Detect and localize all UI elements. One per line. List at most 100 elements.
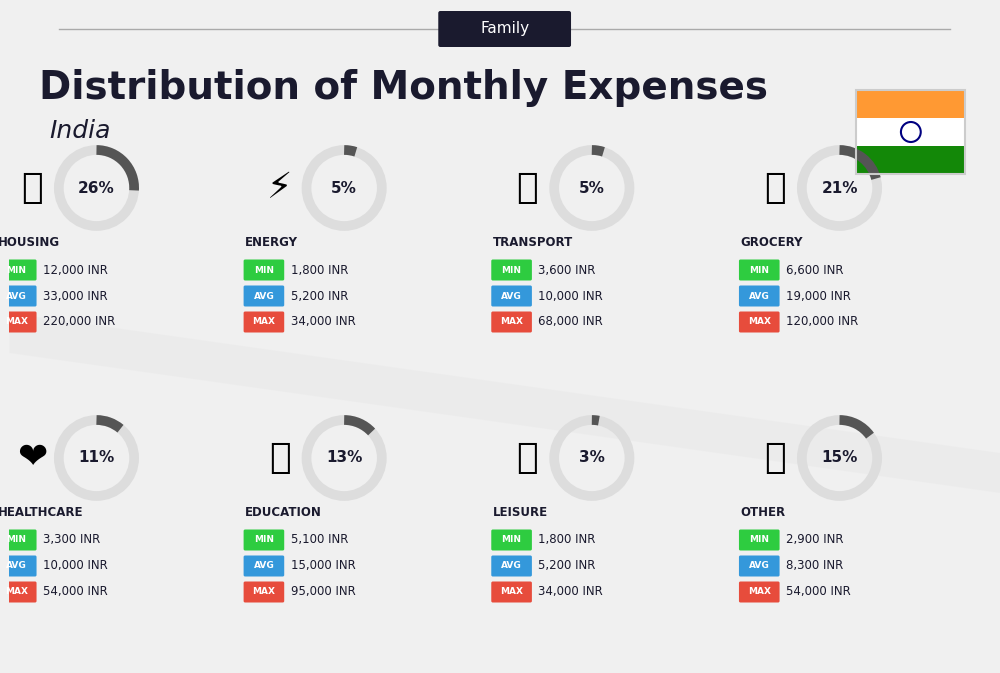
Text: India: India — [49, 119, 110, 143]
Text: 3%: 3% — [579, 450, 605, 466]
Text: 68,000 INR: 68,000 INR — [538, 316, 603, 328]
FancyBboxPatch shape — [491, 581, 532, 602]
Text: 19,000 INR: 19,000 INR — [786, 289, 851, 302]
Text: AVG: AVG — [749, 561, 770, 571]
FancyBboxPatch shape — [856, 146, 965, 174]
Text: OTHER: OTHER — [740, 506, 786, 519]
Text: 5%: 5% — [579, 180, 605, 195]
Text: MIN: MIN — [6, 536, 26, 544]
Text: 21%: 21% — [821, 180, 858, 195]
Text: MAX: MAX — [5, 318, 28, 326]
Text: 15,000 INR: 15,000 INR — [291, 559, 355, 573]
FancyBboxPatch shape — [244, 581, 284, 602]
Text: 54,000 INR: 54,000 INR — [43, 586, 108, 598]
Text: EDUCATION: EDUCATION — [245, 506, 322, 519]
Text: MIN: MIN — [502, 536, 522, 544]
Text: 3,600 INR: 3,600 INR — [538, 264, 596, 277]
FancyBboxPatch shape — [0, 260, 37, 281]
Text: MIN: MIN — [254, 266, 274, 275]
Text: Family: Family — [480, 22, 529, 36]
Text: 5%: 5% — [331, 180, 357, 195]
FancyBboxPatch shape — [739, 260, 780, 281]
Polygon shape — [9, 313, 1000, 493]
FancyBboxPatch shape — [739, 555, 780, 577]
Text: MIN: MIN — [749, 266, 769, 275]
Text: 34,000 INR: 34,000 INR — [538, 586, 603, 598]
FancyBboxPatch shape — [0, 312, 37, 332]
Text: 5,200 INR: 5,200 INR — [291, 289, 348, 302]
Text: MAX: MAX — [252, 318, 275, 326]
FancyBboxPatch shape — [244, 530, 284, 551]
Text: AVG: AVG — [749, 291, 770, 301]
Text: AVG: AVG — [6, 291, 27, 301]
Text: 5,100 INR: 5,100 INR — [291, 534, 348, 546]
FancyBboxPatch shape — [491, 555, 532, 577]
Text: HEALTHCARE: HEALTHCARE — [0, 506, 83, 519]
FancyBboxPatch shape — [244, 312, 284, 332]
FancyBboxPatch shape — [0, 581, 37, 602]
Text: 220,000 INR: 220,000 INR — [43, 316, 115, 328]
FancyBboxPatch shape — [739, 530, 780, 551]
Text: TRANSPORT: TRANSPORT — [493, 236, 573, 249]
FancyBboxPatch shape — [438, 11, 571, 47]
Text: ❤: ❤ — [17, 441, 47, 475]
FancyBboxPatch shape — [244, 285, 284, 306]
FancyBboxPatch shape — [739, 581, 780, 602]
Text: 13%: 13% — [326, 450, 362, 466]
Text: 3,300 INR: 3,300 INR — [43, 534, 100, 546]
Text: MAX: MAX — [748, 318, 771, 326]
Text: 1,800 INR: 1,800 INR — [291, 264, 348, 277]
Text: MAX: MAX — [5, 588, 28, 596]
Text: 120,000 INR: 120,000 INR — [786, 316, 858, 328]
Text: 🏢: 🏢 — [21, 171, 43, 205]
Text: 54,000 INR: 54,000 INR — [786, 586, 851, 598]
Text: MAX: MAX — [748, 588, 771, 596]
Text: MAX: MAX — [500, 318, 523, 326]
Text: AVG: AVG — [254, 561, 274, 571]
Text: ENERGY: ENERGY — [245, 236, 298, 249]
Text: 8,300 INR: 8,300 INR — [786, 559, 843, 573]
Text: 11%: 11% — [78, 450, 115, 466]
FancyBboxPatch shape — [856, 118, 965, 146]
Text: ⚡: ⚡ — [267, 171, 292, 205]
Text: MIN: MIN — [6, 266, 26, 275]
Text: Distribution of Monthly Expenses: Distribution of Monthly Expenses — [39, 69, 768, 107]
Text: 🛒: 🛒 — [764, 171, 786, 205]
Text: 33,000 INR: 33,000 INR — [43, 289, 108, 302]
Text: 10,000 INR: 10,000 INR — [538, 289, 603, 302]
Text: AVG: AVG — [6, 561, 27, 571]
Text: AVG: AVG — [501, 561, 522, 571]
FancyBboxPatch shape — [244, 260, 284, 281]
Text: 95,000 INR: 95,000 INR — [291, 586, 355, 598]
Text: 26%: 26% — [78, 180, 115, 195]
FancyBboxPatch shape — [856, 90, 965, 118]
Text: MIN: MIN — [502, 266, 522, 275]
Text: 12,000 INR: 12,000 INR — [43, 264, 108, 277]
Text: 2,900 INR: 2,900 INR — [786, 534, 844, 546]
Text: 💰: 💰 — [764, 441, 786, 475]
FancyBboxPatch shape — [739, 312, 780, 332]
Text: 15%: 15% — [821, 450, 858, 466]
Text: AVG: AVG — [254, 291, 274, 301]
FancyBboxPatch shape — [491, 530, 532, 551]
Text: 🛍: 🛍 — [517, 441, 538, 475]
FancyBboxPatch shape — [491, 285, 532, 306]
Text: 10,000 INR: 10,000 INR — [43, 559, 108, 573]
FancyBboxPatch shape — [0, 285, 37, 306]
Text: LEISURE: LEISURE — [493, 506, 548, 519]
Text: GROCERY: GROCERY — [740, 236, 803, 249]
Text: HOUSING: HOUSING — [0, 236, 60, 249]
Text: MAX: MAX — [252, 588, 275, 596]
FancyBboxPatch shape — [244, 555, 284, 577]
FancyBboxPatch shape — [0, 530, 37, 551]
Text: 5,200 INR: 5,200 INR — [538, 559, 596, 573]
Text: 1,800 INR: 1,800 INR — [538, 534, 596, 546]
FancyBboxPatch shape — [491, 260, 532, 281]
Text: 🎓: 🎓 — [269, 441, 291, 475]
FancyBboxPatch shape — [491, 312, 532, 332]
Text: 34,000 INR: 34,000 INR — [291, 316, 355, 328]
Text: AVG: AVG — [501, 291, 522, 301]
Text: MIN: MIN — [749, 536, 769, 544]
Text: 🚌: 🚌 — [517, 171, 538, 205]
Text: MAX: MAX — [500, 588, 523, 596]
